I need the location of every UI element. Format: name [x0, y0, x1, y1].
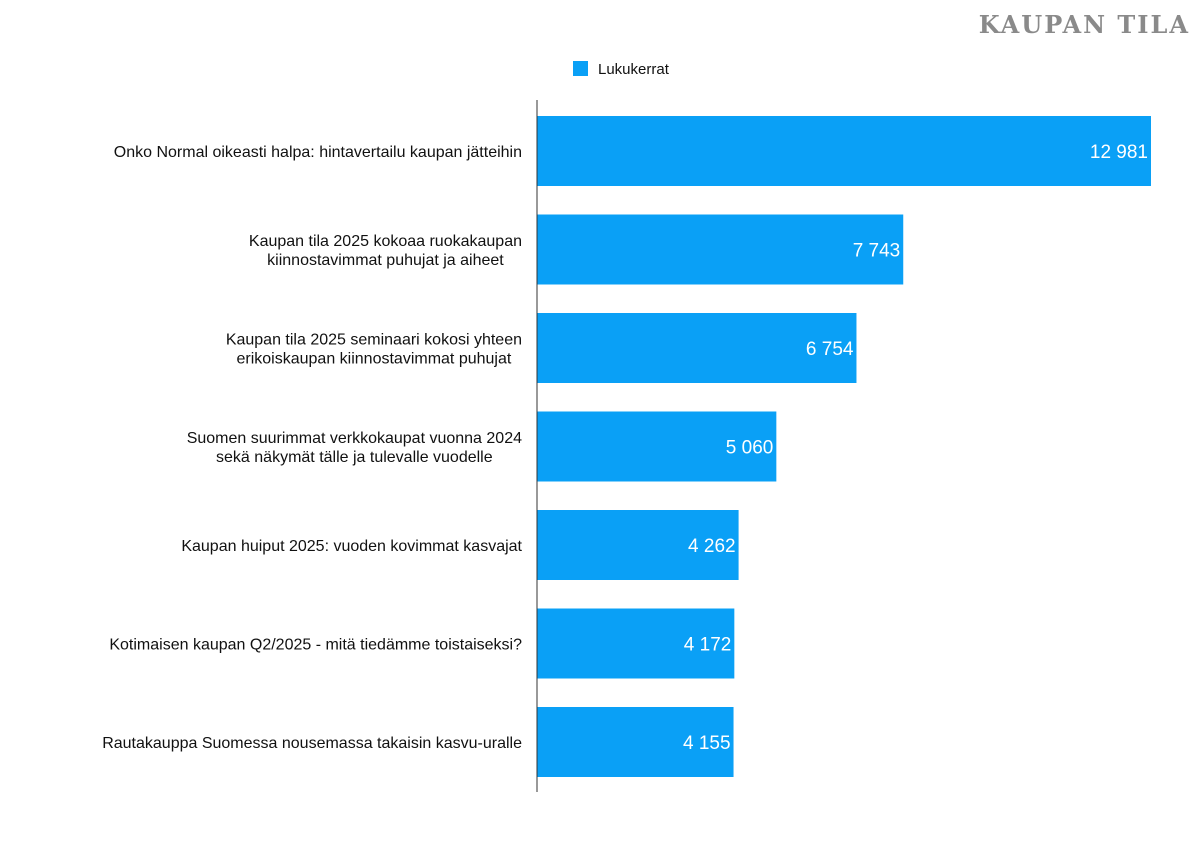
category-label-6: Kotimaisen kaupan Q2/2025 - mitä tiedämm…: [109, 637, 522, 654]
legend-label: Lukukerrat: [598, 61, 670, 78]
category-label-7: Rautakauppa Suomessa nousemassa takaisin…: [102, 735, 522, 752]
bar-6: [537, 608, 735, 679]
category-label-1: Onko Normal oikeasti halpa: hintavertail…: [114, 144, 522, 161]
category-label-2: Kaupan tila 2025 kokoaa ruokakaupan kiinn…: [249, 233, 522, 269]
category-label-3: Kaupan tila 2025 seminaari kokosi yhteen…: [226, 332, 522, 368]
value-label-2: 7 743: [853, 241, 901, 262]
value-label-6: 4 172: [684, 635, 732, 656]
brand-title: KAUPAN TILA: [978, 10, 1190, 39]
category-labels: Onko Normal oikeasti halpa: hintavertail…: [102, 144, 522, 752]
legend-swatch: [573, 61, 588, 76]
bar-5: [537, 510, 739, 580]
value-label-1: 12 981: [1090, 142, 1148, 163]
category-label-5: Kaupan huiput 2025: vuoden kovimmat kasv…: [181, 538, 522, 555]
value-label-7: 4 155: [683, 733, 731, 754]
bar-7: [537, 707, 734, 777]
value-label-5: 4 262: [688, 536, 736, 557]
bar-4: [537, 411, 777, 482]
bar-3: [537, 313, 857, 383]
bars-group: 12 981 7 743 6 754 5 060 4 262 4 172 4 155: [537, 116, 1151, 777]
category-label-4: Suomen suurimmat verkkokaupat vuonna 202…: [187, 430, 522, 466]
legend: Lukukerrat: [573, 61, 670, 78]
value-label-4: 5 060: [726, 438, 774, 459]
bar-2: [537, 214, 904, 285]
value-label-3: 6 754: [806, 339, 854, 360]
bar-1: [537, 116, 1151, 186]
